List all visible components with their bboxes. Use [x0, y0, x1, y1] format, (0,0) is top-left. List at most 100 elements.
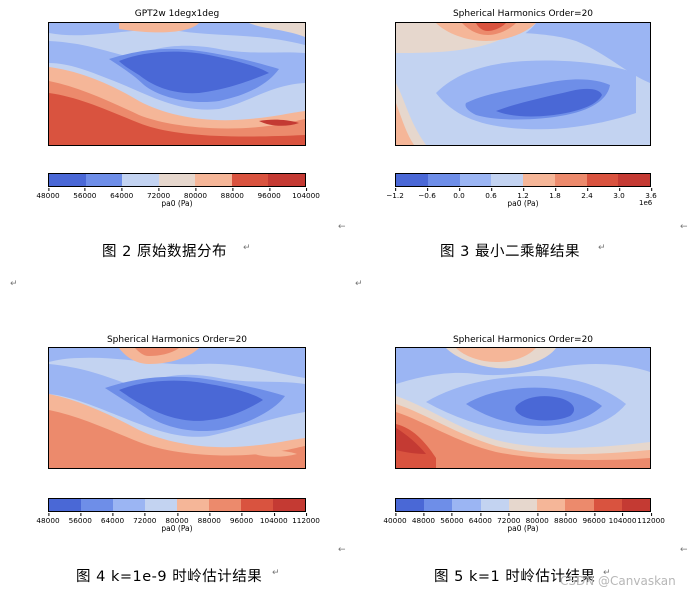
tick-label: 88000	[220, 188, 244, 200]
colorbar-segment	[618, 174, 650, 186]
contour-map	[396, 348, 650, 468]
map-plot-2	[395, 22, 651, 146]
colorbar-segment	[273, 499, 305, 511]
tick-label: 56000	[68, 513, 92, 525]
plot-title: Spherical Harmonics Order=20	[452, 335, 594, 345]
tick-label: 56000	[73, 188, 97, 200]
tick-label: 56000	[440, 513, 464, 525]
tick-label: 48000	[411, 513, 436, 525]
contour-map	[396, 23, 650, 145]
colorbar-segment	[122, 174, 159, 186]
tick-label: 88000	[197, 513, 221, 525]
tick-label: 112000	[637, 513, 665, 525]
colorbar-segment	[537, 499, 566, 511]
paragraph-mark: ↵	[603, 568, 611, 578]
watermark: CSDN @Canvaskan	[560, 574, 676, 588]
tick-label: 0.6	[485, 188, 497, 200]
colorbar-segment	[452, 499, 481, 511]
figure-caption: 图 4 k=1e-9 时岭估计结果	[76, 569, 263, 585]
colorbar-segment	[459, 174, 492, 186]
tick-label: −1.2	[386, 188, 404, 200]
tick-label: 3.6	[645, 188, 657, 200]
colorbar-segment	[231, 174, 269, 186]
colorbar-segment	[593, 499, 622, 511]
colorbar-segment	[621, 499, 650, 511]
colorbar-segment	[480, 499, 509, 511]
tick-label: 64000	[110, 188, 134, 200]
colorbar-segment	[268, 174, 306, 186]
tick-label: 64000	[100, 513, 125, 525]
figure-caption: 图 2 原始数据分布	[102, 244, 227, 260]
colorbar-segment	[177, 499, 209, 511]
tick-label: 80000	[525, 513, 549, 525]
tick-label: 48000	[36, 188, 60, 200]
figure-caption: 图 5 k=1 时岭估计结果	[434, 569, 596, 585]
tick-label: 1.8	[549, 188, 561, 200]
map-plot-1	[48, 22, 306, 146]
paragraph-mark: ↵	[10, 279, 18, 289]
colorbar-segment	[396, 499, 425, 511]
colorbar	[395, 498, 651, 512]
colorbar-segment	[81, 499, 113, 511]
map-plot-3	[48, 347, 306, 469]
tick-label: 40000	[383, 513, 407, 525]
tick-label: 80000	[165, 513, 189, 525]
colorbar-segment	[523, 174, 555, 186]
plot-title: Spherical Harmonics Order=20	[452, 9, 594, 19]
paragraph-mark: ↵	[272, 568, 280, 578]
colorbar-segment	[508, 499, 538, 511]
colorbar-ticks: 48000 56000 64000 72000 80000 88000 96000 10400…	[36, 188, 320, 201]
colorbar-segment	[586, 174, 619, 186]
colorbar-segment	[158, 174, 196, 186]
colorbar-segment	[195, 174, 232, 186]
contour-map	[49, 23, 305, 145]
colorbar-segment	[113, 499, 145, 511]
colorbar-label: pa0 (Pa)	[507, 199, 539, 208]
tick-label: 72000	[133, 513, 157, 525]
tick-label: 104000	[259, 513, 288, 525]
paragraph-mark: ↵	[355, 279, 363, 289]
tick-label: 48000	[36, 513, 60, 525]
tick-label: 2.4	[581, 188, 593, 200]
plot-title: Spherical Harmonics Order=20	[106, 335, 248, 345]
tick-label: 1.2	[517, 188, 529, 200]
colorbar-offset: 1e6	[639, 199, 653, 207]
colorbar-segment	[491, 174, 523, 186]
colorbar-segment	[241, 499, 273, 511]
colorbar-segment	[209, 499, 241, 511]
tick-label: 3.0	[613, 188, 625, 200]
colorbar-segment	[565, 499, 594, 511]
tick-label: 96000	[229, 513, 254, 525]
colorbar	[395, 173, 651, 187]
colorbar-segment	[145, 499, 177, 511]
colorbar-ticks: 48000 56000 64000 72000 80000 88000 96000 10400…	[36, 513, 320, 526]
colorbar-label: pa0 (Pa)	[507, 524, 539, 533]
arrow-mark: ←	[338, 222, 346, 232]
paragraph-mark: ↵	[243, 243, 251, 253]
figure-caption: 图 3 最小二乘解结果	[440, 244, 580, 260]
tick-label: 96000	[257, 188, 281, 200]
paragraph-mark: ↵	[598, 243, 606, 253]
tick-label: 104000	[608, 513, 637, 525]
tick-label: 72000	[146, 188, 171, 200]
tick-label: 0.0	[453, 188, 465, 200]
contour-map	[49, 348, 305, 468]
colorbar-ticks: 40000 48000 56000 64000 72000 80000 88000 96000…	[383, 513, 665, 526]
tick-label: 112000	[292, 513, 320, 525]
colorbar-segment	[49, 499, 81, 511]
map-plot-4	[395, 347, 651, 469]
colorbar-label: pa0 (Pa)	[161, 199, 193, 208]
colorbar	[48, 498, 306, 512]
colorbar-segment	[85, 174, 123, 186]
colorbar-segment	[49, 174, 86, 186]
colorbar	[48, 173, 306, 187]
colorbar-segment	[396, 174, 428, 186]
arrow-mark: ←	[338, 545, 346, 555]
colorbar-ticks: −1.2 −0.6 0.0 0.6 1.2 1.8 2.4 3.0 3.6	[386, 188, 657, 201]
tick-label: 104000	[292, 188, 320, 200]
tick-label: −0.6	[418, 188, 436, 200]
plot-title: GPT2w 1degx1deg	[134, 9, 220, 19]
colorbar-segment	[427, 174, 460, 186]
colorbar-segment	[554, 174, 587, 186]
tick-label: 72000	[497, 513, 521, 525]
